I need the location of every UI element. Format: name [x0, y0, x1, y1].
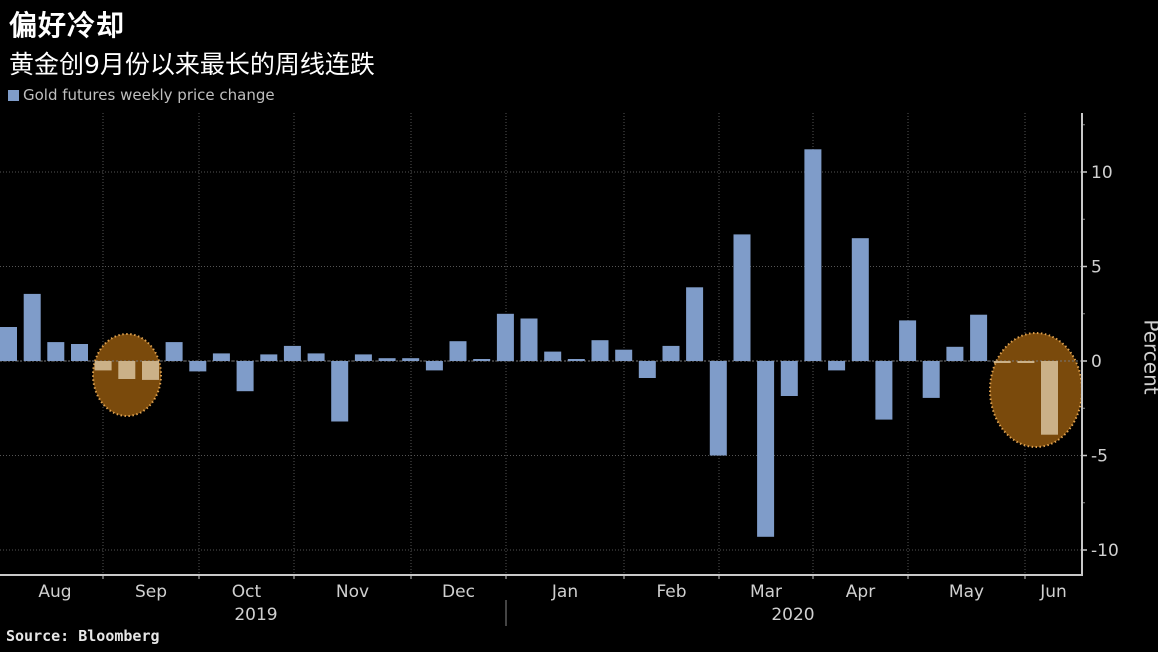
y-tick-label: -5: [1091, 447, 1108, 467]
y-axis-label: Percent: [1139, 319, 1158, 395]
bar: [993, 361, 1011, 363]
bar: [828, 361, 846, 371]
y-tick-label: 10: [1091, 163, 1113, 183]
x-year-label: 2019: [234, 605, 277, 625]
bar: [378, 358, 396, 361]
x-month-label: Aug: [38, 582, 71, 602]
bar: [94, 361, 112, 371]
bar: [283, 345, 301, 361]
x-month-label: Feb: [656, 582, 686, 602]
bar: [1041, 361, 1058, 435]
bar: [733, 234, 751, 361]
bar: [473, 359, 491, 361]
bar: [0, 327, 17, 361]
highlight-circle-jun: [989, 332, 1083, 448]
x-month-label: Jan: [551, 582, 578, 602]
bar: [638, 361, 656, 378]
x-month-label: Sep: [135, 582, 167, 602]
bar: [970, 314, 988, 361]
bar: [757, 361, 775, 537]
bar: [165, 342, 183, 361]
x-year-label: 2020: [771, 605, 814, 625]
bar: [260, 354, 278, 361]
y-tick-label: 0: [1091, 352, 1102, 372]
bar: [449, 341, 467, 361]
bar: [922, 361, 940, 398]
chart-title: 偏好冷却: [9, 9, 126, 42]
legend-swatch-icon: [8, 89, 19, 101]
legend: Gold futures weekly price change: [8, 86, 275, 104]
bar: [236, 361, 254, 392]
x-month-label: May: [949, 582, 984, 602]
x-month-label: Dec: [442, 582, 475, 602]
y-tick-label: 5: [1091, 258, 1102, 278]
bar: [425, 361, 443, 371]
bar: [946, 346, 964, 361]
bar: [307, 353, 325, 361]
legend-label: Gold futures weekly price change: [23, 86, 275, 104]
bar: [804, 149, 822, 361]
bar: [851, 238, 869, 361]
bar: [142, 361, 159, 380]
bar: [686, 287, 704, 361]
bar: [662, 345, 680, 361]
x-month-label: Nov: [336, 582, 369, 602]
bar: [615, 349, 633, 361]
bar: [899, 320, 917, 361]
bar: [709, 361, 727, 456]
bar: [354, 354, 372, 361]
bar: [402, 358, 420, 361]
bar: [331, 361, 349, 422]
bar: [23, 293, 41, 361]
bar: [780, 361, 798, 396]
bar: [1017, 361, 1035, 363]
bar: [118, 361, 136, 379]
bar: [496, 313, 514, 362]
bar: [567, 359, 585, 361]
bar: [875, 361, 893, 420]
bar: [47, 342, 65, 361]
x-month-label: Oct: [232, 582, 262, 602]
bar: [591, 340, 609, 361]
chart-subtitle: 黄金创9月份以来最长的周线连跌: [9, 50, 375, 79]
source-note: Source: Bloomberg: [6, 627, 160, 645]
y-tick-label: -10: [1091, 541, 1119, 561]
x-month-label: Apr: [846, 582, 875, 602]
bar: [212, 353, 230, 361]
bar: [520, 318, 538, 361]
bar: [189, 361, 207, 372]
x-month-label: Jun: [1039, 582, 1067, 602]
bar: [71, 344, 88, 361]
bar: [544, 351, 562, 361]
x-month-label: Mar: [750, 582, 782, 602]
